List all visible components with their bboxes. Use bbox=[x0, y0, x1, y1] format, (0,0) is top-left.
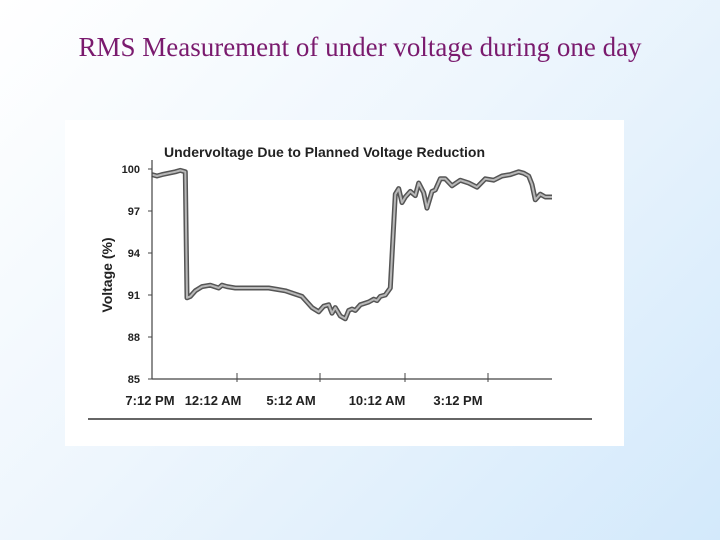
y-axis-label: Voltage (%) bbox=[99, 237, 115, 312]
x-tick-label: 3:12 PM bbox=[433, 393, 482, 408]
series-line bbox=[151, 169, 552, 320]
y-tick-label: 97 bbox=[128, 206, 140, 218]
y-tick-label: 85 bbox=[128, 374, 140, 386]
slide-title: RMS Measurement of under voltage during … bbox=[78, 32, 642, 62]
y-tick-label: 91 bbox=[128, 290, 140, 302]
series-layer bbox=[151, 167, 552, 322]
series-line-outline bbox=[151, 167, 552, 322]
chart-title: Undervoltage Due to Planned Voltage Redu… bbox=[164, 144, 485, 160]
y-tick-label: 88 bbox=[128, 332, 140, 344]
x-tick-label: 12:12 AM bbox=[185, 393, 242, 408]
x-tick-label: 5:12 AM bbox=[266, 393, 315, 408]
y-tick-label: 94 bbox=[128, 248, 141, 260]
x-tick-label: 7:12 PM bbox=[125, 393, 174, 408]
chart-svg: Undervoltage Due to Planned Voltage Redu… bbox=[88, 144, 592, 420]
y-tick-label: 100 bbox=[122, 164, 140, 176]
chart-figure: Undervoltage Due to Planned Voltage Redu… bbox=[65, 120, 624, 446]
y-axis-ticks: 100 97 94 91 88 85 bbox=[122, 164, 152, 386]
x-axis-ticks: 7:12 PM 12:12 AM 5:12 AM 10:12 AM 3:12 PM bbox=[125, 373, 489, 408]
x-tick-label: 10:12 AM bbox=[349, 393, 406, 408]
